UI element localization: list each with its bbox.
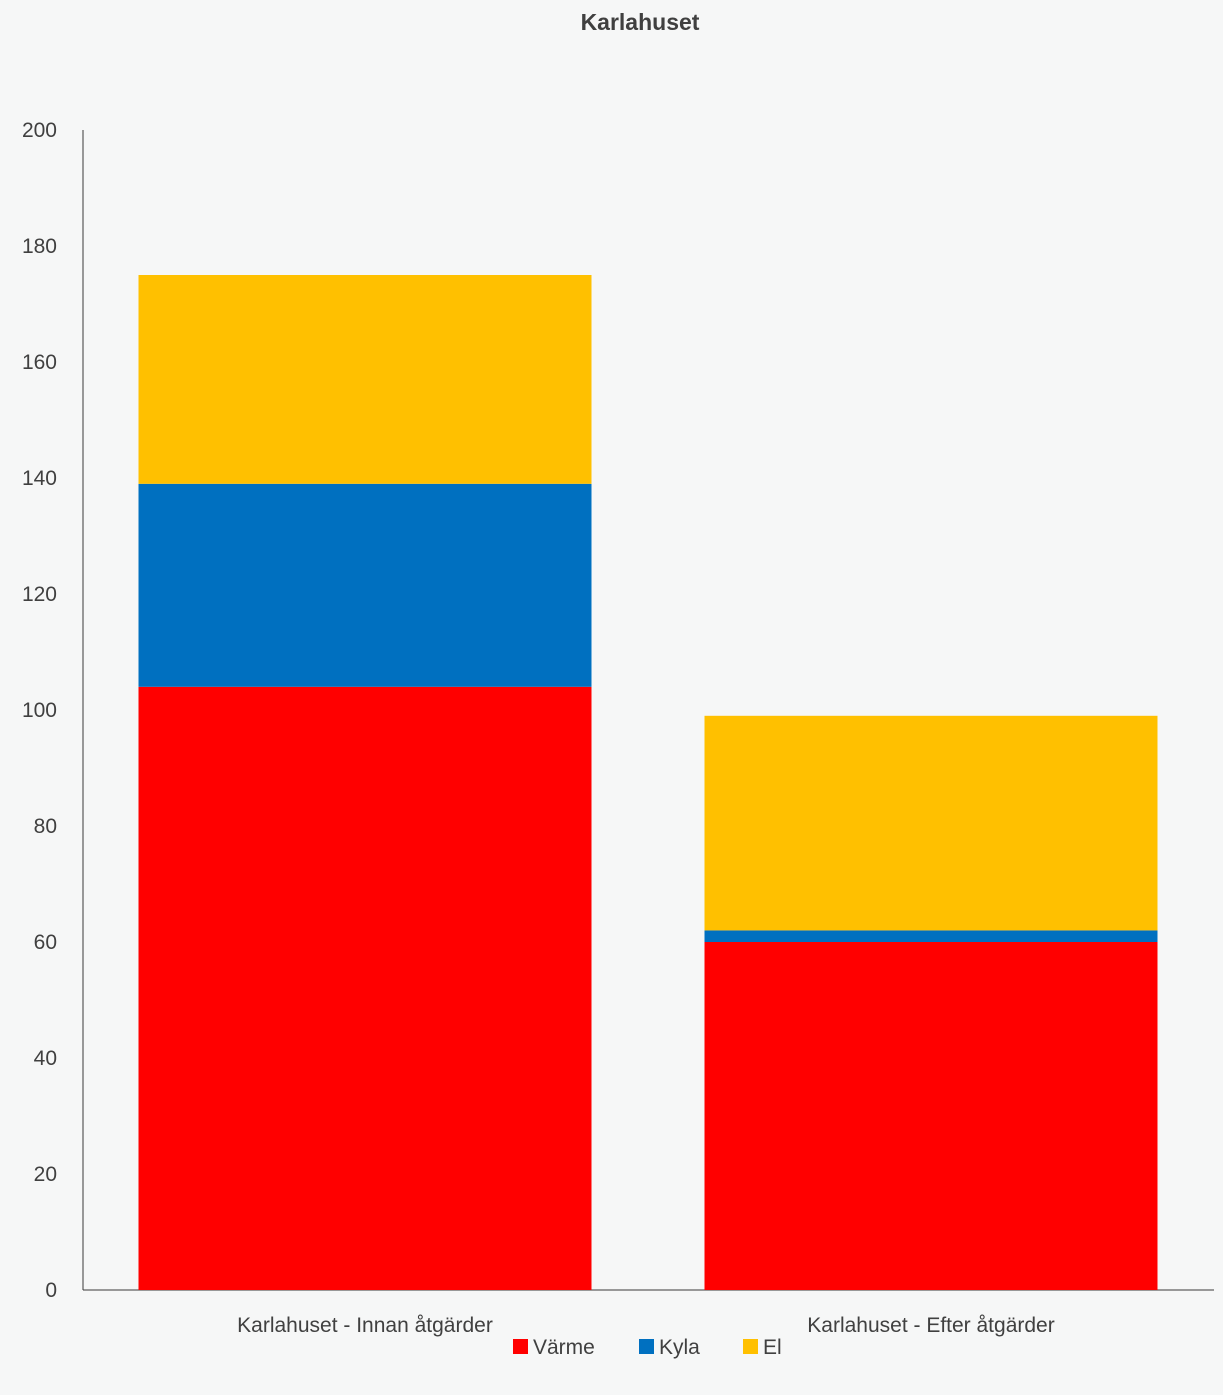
y-tick-label: 120 bbox=[22, 583, 57, 606]
legend-swatch bbox=[639, 1339, 654, 1354]
y-tick-label: 200 bbox=[22, 119, 57, 142]
x-category-label: Karlahuset - Innan åtgärder bbox=[237, 1314, 493, 1337]
y-tick-label: 40 bbox=[34, 1047, 57, 1070]
bar-segment-kyla-2 bbox=[704, 930, 1158, 942]
legend-label: Kyla bbox=[659, 1336, 700, 1359]
legend-label: Värme bbox=[533, 1336, 595, 1359]
y-tick-label: 80 bbox=[34, 815, 57, 838]
bar-segment-el-1 bbox=[138, 275, 592, 484]
legend-swatch bbox=[743, 1339, 758, 1354]
legend: Värme Kyla El bbox=[513, 1336, 782, 1359]
legend-item-kyla: Kyla bbox=[639, 1336, 700, 1359]
y-tick-label: 60 bbox=[34, 931, 57, 954]
legend-label: El bbox=[763, 1336, 782, 1359]
x-category-label: Karlahuset - Efter åtgärder bbox=[807, 1314, 1054, 1337]
legend-swatch bbox=[513, 1339, 528, 1354]
bar-segment-v-rme-1 bbox=[138, 686, 592, 1290]
y-tick-label: 160 bbox=[22, 351, 57, 374]
bar-group bbox=[138, 275, 1158, 1290]
x-axis-labels: Karlahuset - Innan åtgärder Karlahuset - … bbox=[237, 1314, 1055, 1337]
legend-item-el: El bbox=[743, 1336, 782, 1359]
bar-segment-el-2 bbox=[704, 715, 1158, 931]
y-tick-label: 0 bbox=[45, 1279, 57, 1302]
bar-segment-kyla-1 bbox=[138, 483, 592, 687]
y-tick-label: 100 bbox=[22, 699, 57, 722]
chart-title: Karlahuset bbox=[581, 9, 700, 35]
y-tick-label: 180 bbox=[22, 235, 57, 258]
y-axis-ticks: 0 20 40 60 80 100 120 140 160 180 200 bbox=[22, 119, 57, 1302]
bar-segment-v-rme-2 bbox=[704, 942, 1158, 1290]
y-tick-label: 140 bbox=[22, 467, 57, 490]
y-tick-label: 20 bbox=[34, 1163, 57, 1186]
legend-item-v-rme: Värme bbox=[513, 1336, 595, 1359]
